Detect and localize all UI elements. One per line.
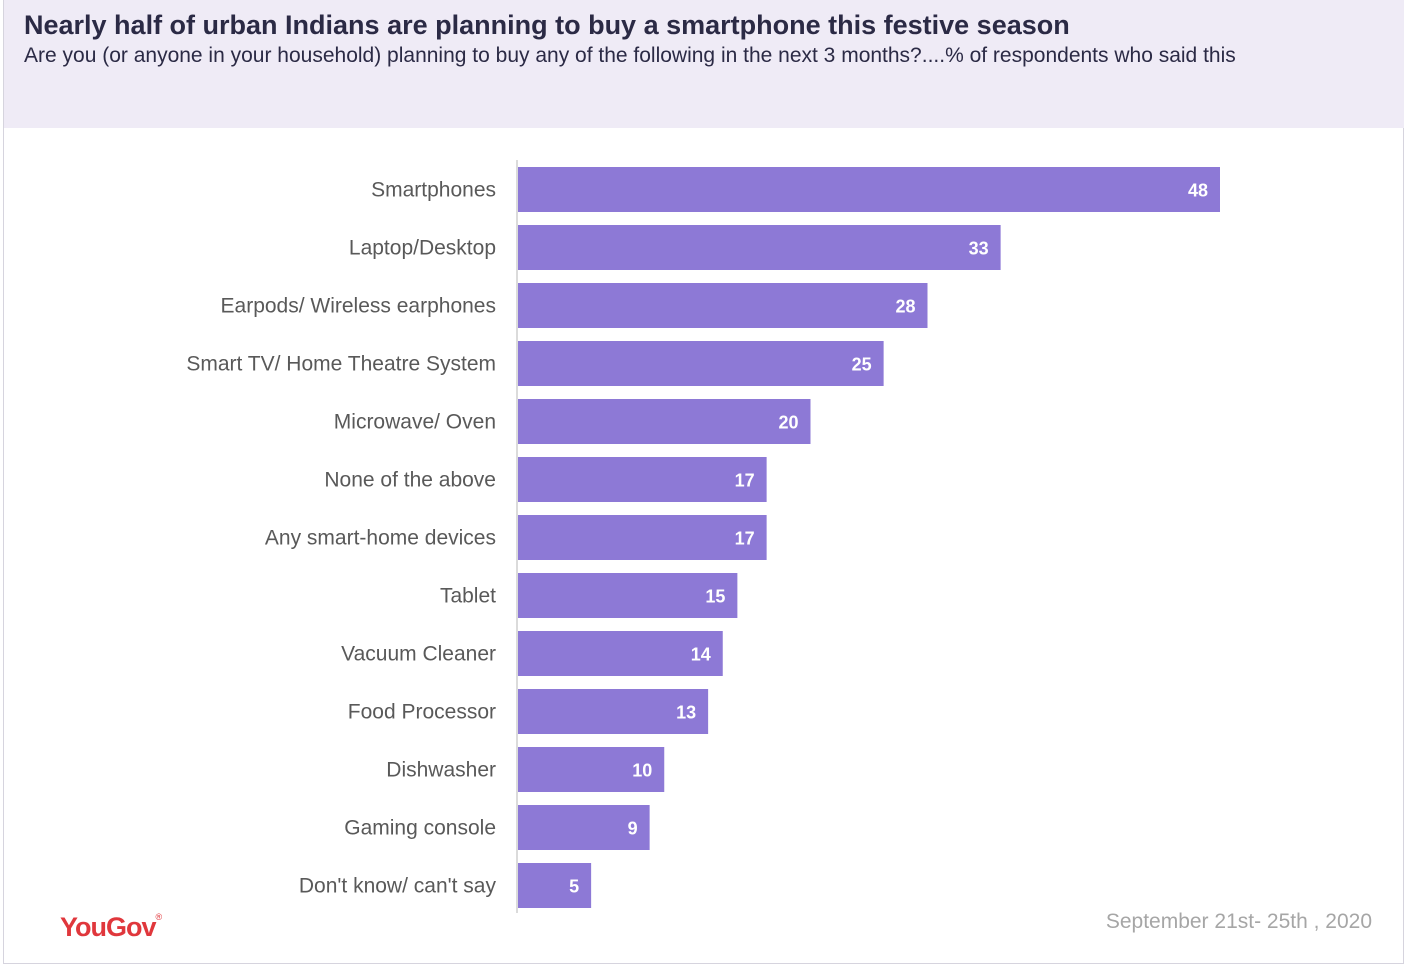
value-label: 13 — [676, 703, 696, 723]
value-label: 25 — [852, 355, 872, 375]
category-label: Microwave/ Oven — [334, 411, 496, 434]
value-label: 9 — [628, 819, 638, 839]
category-label: Smartphones — [371, 179, 496, 202]
value-label: 28 — [895, 297, 915, 317]
category-label: Vacuum Cleaner — [341, 643, 496, 666]
bar-11 — [518, 805, 650, 850]
category-label: Dishwasher — [386, 759, 496, 782]
bar-10 — [518, 747, 665, 792]
category-label: Gaming console — [344, 817, 496, 840]
category-label: Food Processor — [348, 701, 496, 724]
category-label: Don't know/ can't say — [299, 875, 497, 898]
category-label: Earpods/ Wireless earphones — [221, 295, 496, 318]
category-label: Smart TV/ Home Theatre System — [186, 353, 496, 376]
logo-text: YouGov — [60, 912, 157, 942]
category-label: Any smart-home devices — [265, 527, 496, 550]
value-label: 5 — [569, 877, 579, 897]
value-label: 20 — [778, 413, 798, 433]
value-label: 33 — [969, 239, 989, 259]
bar-4 — [518, 399, 811, 444]
bar-0 — [518, 167, 1220, 212]
category-label: Tablet — [440, 585, 496, 608]
bar-3 — [518, 341, 884, 386]
bar-8 — [518, 631, 723, 676]
bar-6 — [518, 515, 767, 560]
bar-7 — [518, 573, 738, 618]
value-label: 17 — [735, 529, 755, 549]
bar-2 — [518, 283, 928, 328]
value-label: 15 — [705, 587, 725, 607]
value-label: 17 — [735, 471, 755, 491]
survey-date: September 21st- 25th , 2020 — [1105, 910, 1372, 933]
yougov-logo: YouGov® — [60, 912, 162, 942]
value-label: 10 — [632, 761, 652, 781]
bar-12 — [518, 863, 592, 908]
chart-subtitle: Are you (or anyone in your household) pl… — [24, 44, 1236, 67]
bar-9 — [518, 689, 709, 734]
bar-1 — [518, 225, 1001, 270]
chart-title: Nearly half of urban Indians are plannin… — [24, 10, 1070, 40]
value-label: 48 — [1188, 181, 1208, 201]
bar-5 — [518, 457, 767, 502]
header: Nearly half of urban Indians are plannin… — [4, 0, 1404, 128]
value-label: 14 — [691, 645, 711, 665]
category-label: None of the above — [324, 469, 496, 492]
category-label: Laptop/Desktop — [349, 237, 496, 260]
